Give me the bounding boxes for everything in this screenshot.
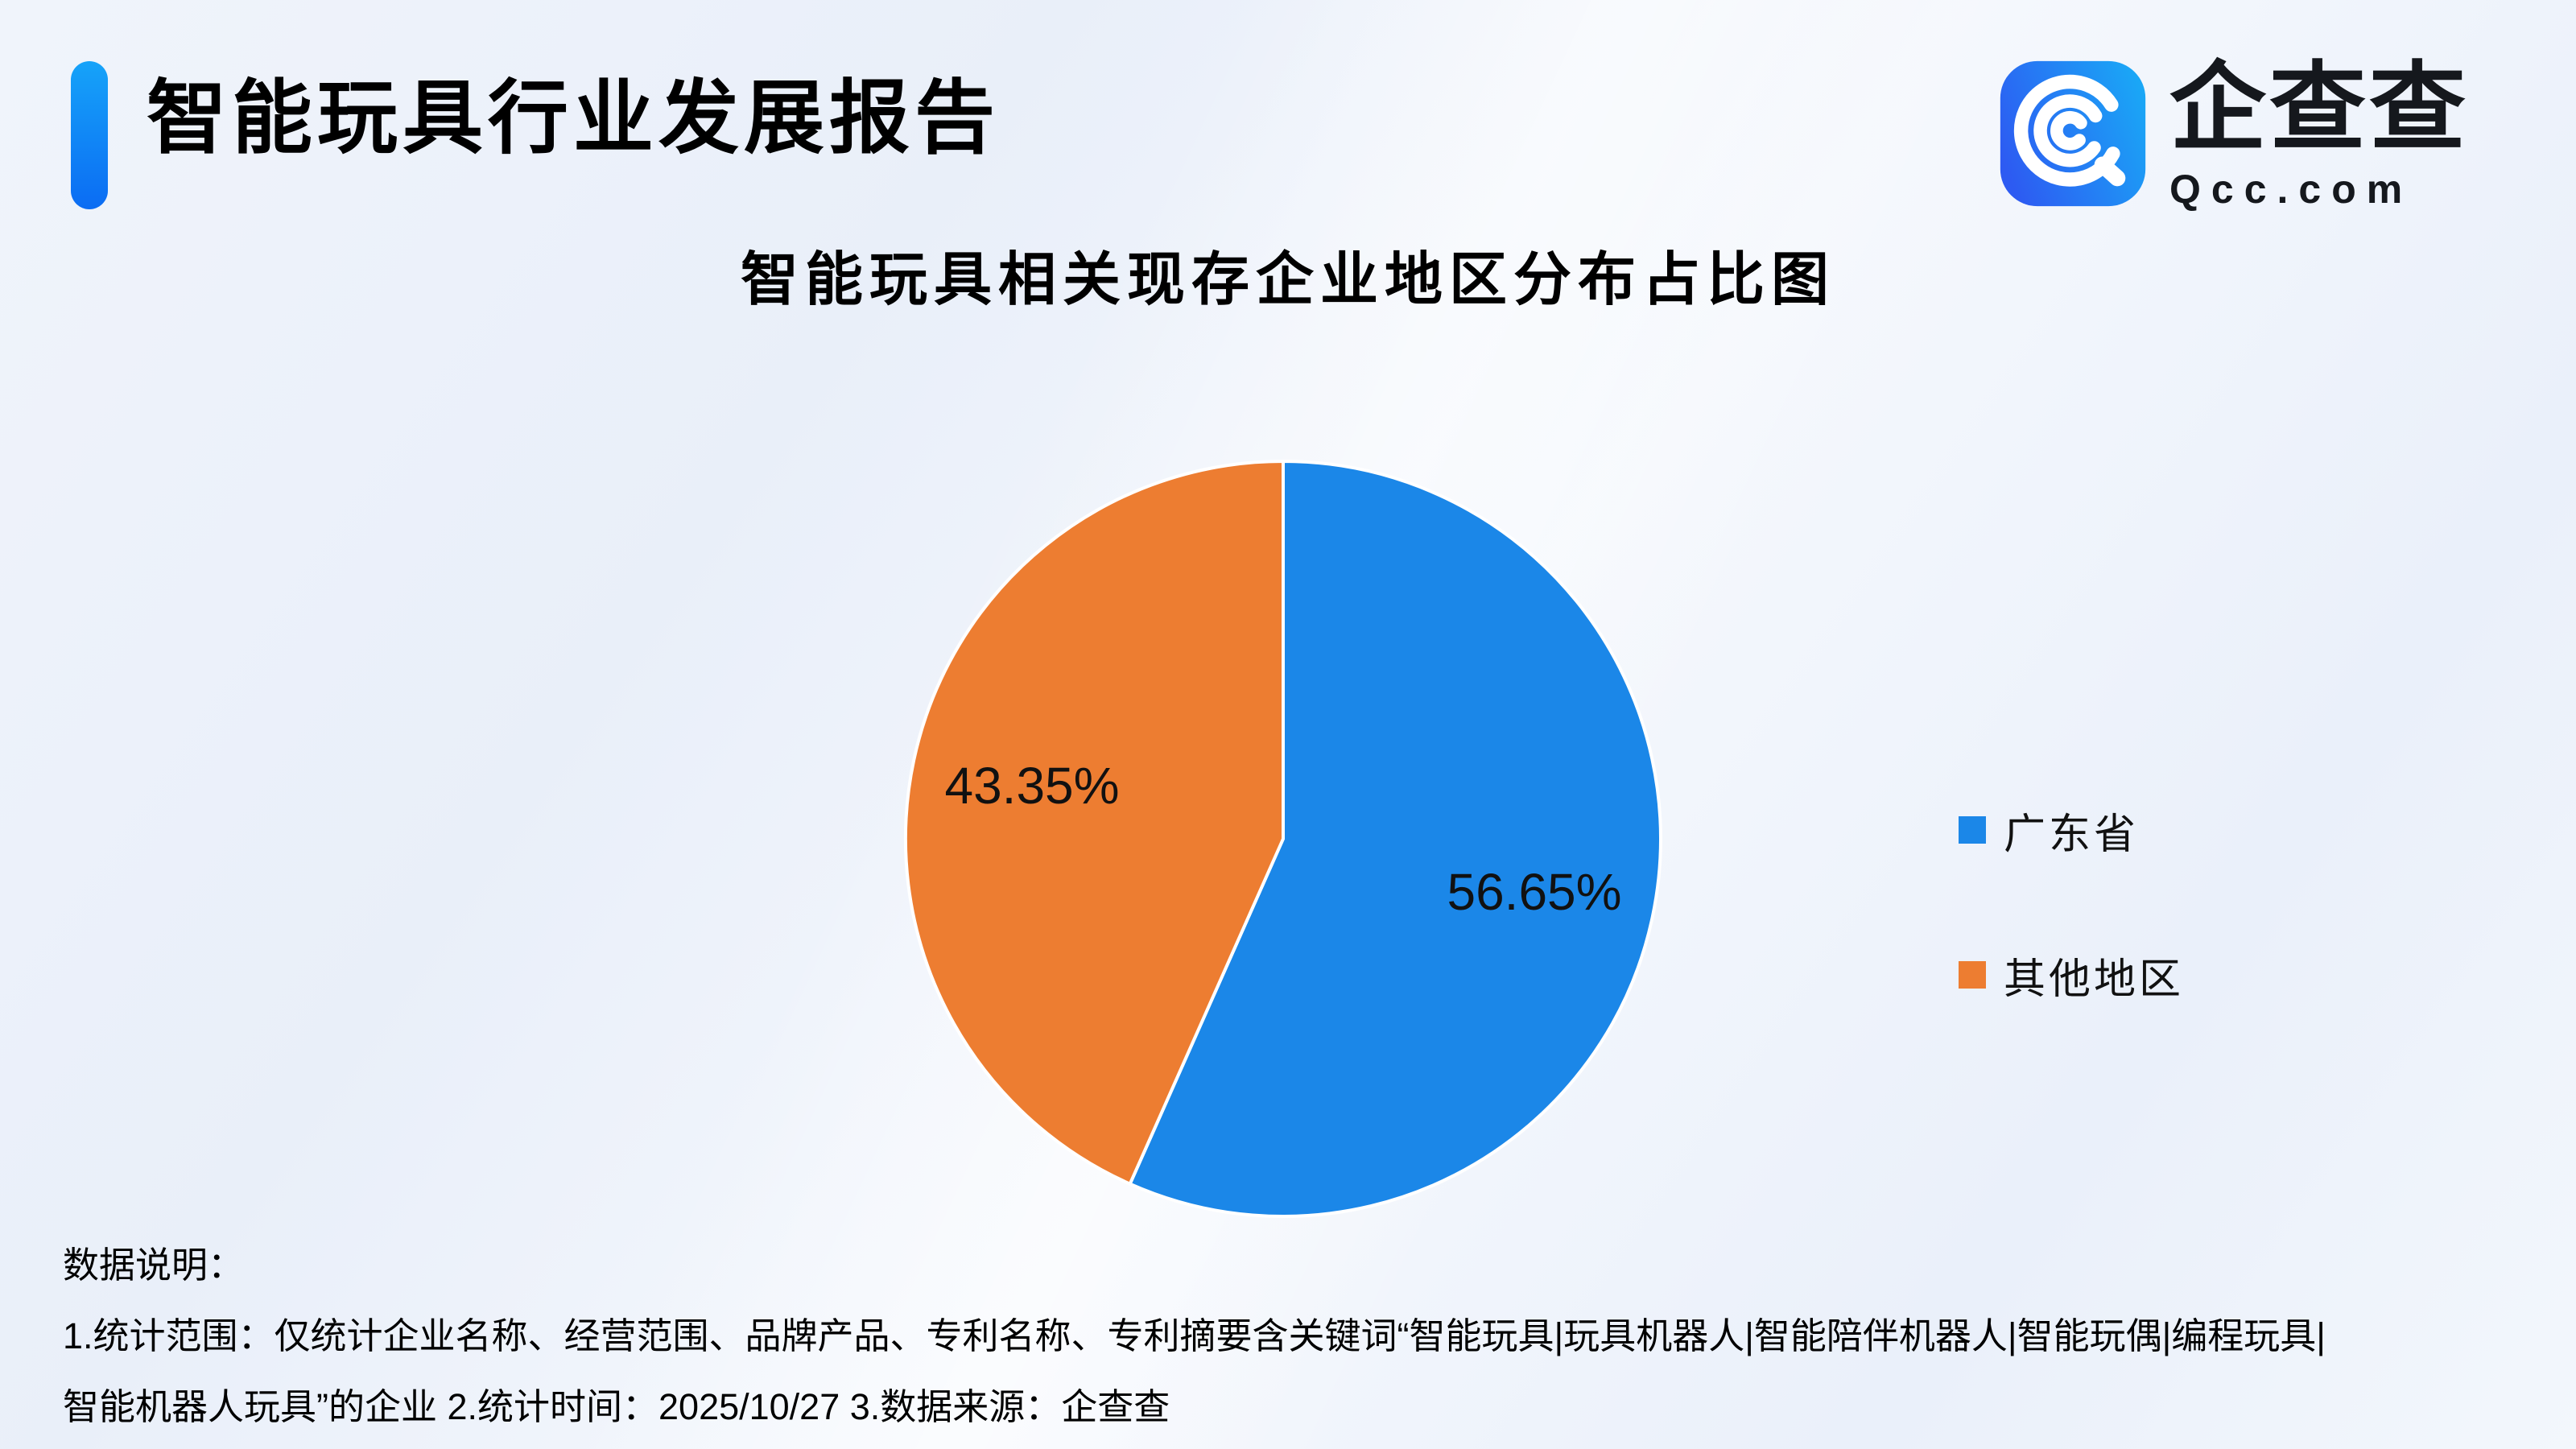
legend-swatch-other-regions (1959, 961, 1986, 989)
pie-chart-area: 56.65% 43.35% (897, 452, 1670, 1225)
qcc-logo-text: 企查查 Qcc.com (2169, 60, 2469, 213)
chart-title: 智能玩具相关现存企业地区分布占比图 (740, 248, 1835, 312)
notes-line-2: 智能机器人玩具”的企业 2.统计时间：2025/10/27 3.数据来源：企查查 (63, 1386, 1170, 1427)
qcc-logo-name: 企查查 (2169, 54, 2469, 162)
qcc-magnifier-icon (2000, 60, 2146, 207)
page-title: 智能玩具行业发展报告 (147, 73, 1000, 163)
pie-label-0: 56.65% (1447, 863, 1621, 921)
pie-chart: 56.65% 43.35% (903, 460, 1662, 1218)
legend-label-guangdong: 广东省 (2004, 811, 2140, 858)
qcc-logo: 企查查 Qcc.com (1999, 60, 2469, 213)
chart-legend: 广东省 其他地区 (1959, 809, 2184, 1003)
legend-item-other-regions: 其他地区 (1959, 954, 2184, 1003)
pie-slice-1 (903, 460, 1285, 1186)
pie-label-1: 43.35% (944, 757, 1119, 815)
legend-label-other-regions: 其他地区 (2004, 956, 2185, 1003)
notes-line-1: 1.统计范围：仅统计企业名称、经营范围、品牌产品、专利名称、专利摘要含关键词“智… (63, 1315, 2326, 1356)
legend-item-guangdong: 广东省 (1959, 809, 2184, 858)
data-notes: 数据说明： 1.统计范围：仅统计企业名称、经营范围、品牌产品、专利名称、专利摘要… (63, 1230, 2518, 1443)
pie-slice-0 (1128, 460, 1662, 1218)
notes-heading: 数据说明： (63, 1245, 245, 1286)
qcc-logo-domain: Qcc.com (2169, 167, 2413, 212)
legend-swatch-guangdong (1959, 816, 1986, 844)
title-accent-bar (71, 61, 108, 209)
